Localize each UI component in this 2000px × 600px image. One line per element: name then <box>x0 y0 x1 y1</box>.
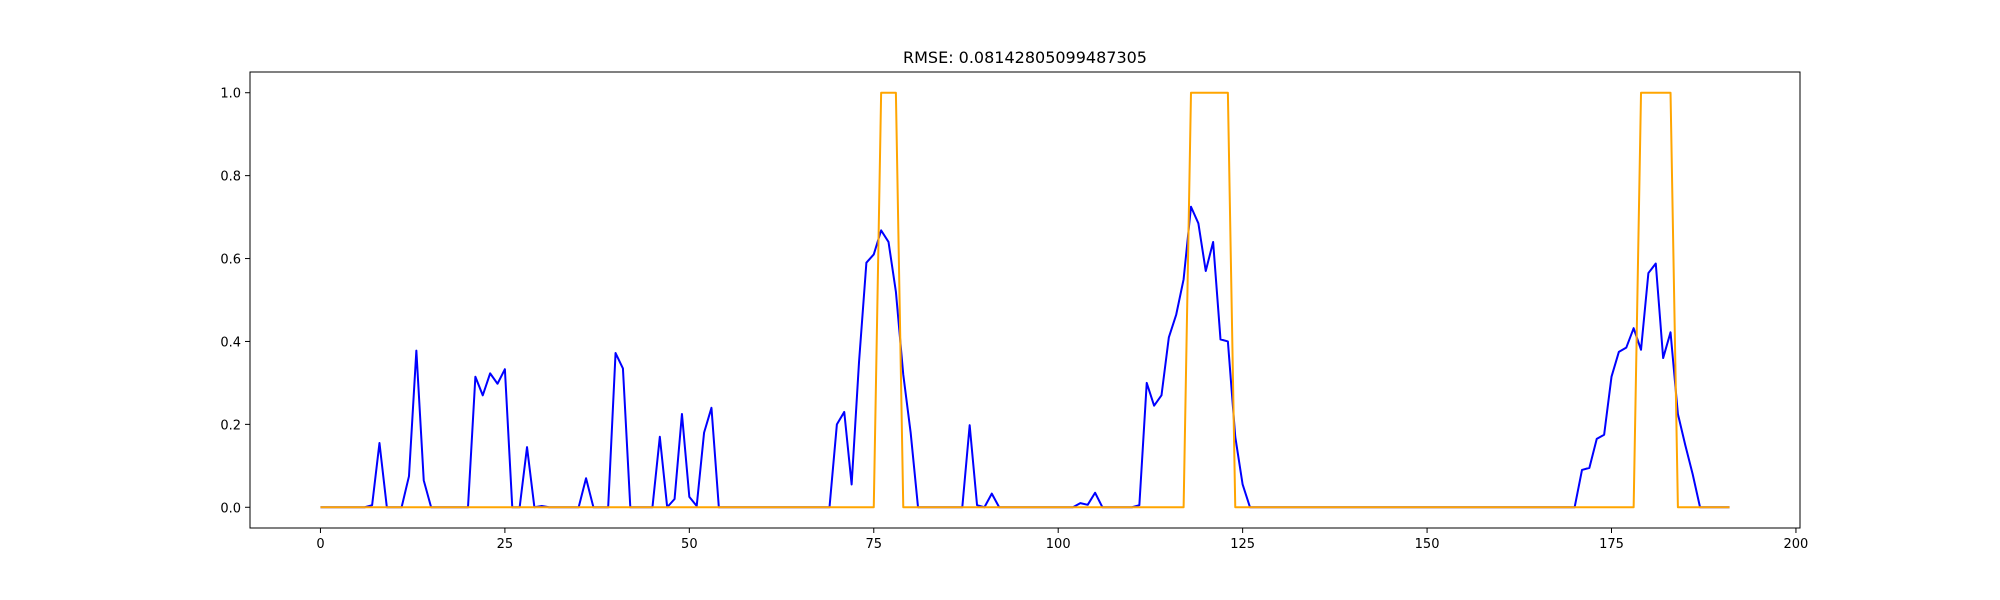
y-tick-label: 0.0 <box>220 501 241 516</box>
tick-layer: 0 25 50 75 100 125 150 175 200 0.0 0.2 0.4 0.6 0.8 1.0 <box>220 87 1808 552</box>
series-layer <box>320 91 1730 509</box>
y-tick-label: 0.4 <box>220 335 241 350</box>
x-tick-label: 100 <box>1046 537 1071 552</box>
y-tick-label: 1.0 <box>220 87 241 102</box>
plot-frame <box>249 71 1801 529</box>
x-tick-label: 125 <box>1230 537 1255 552</box>
x-tick-label: 75 <box>865 537 882 552</box>
x-tick-label: 150 <box>1415 537 1440 552</box>
y-tick-label: 0.2 <box>220 418 241 433</box>
x-tick-label: 175 <box>1599 537 1624 552</box>
x-tick-label: 200 <box>1784 537 1809 552</box>
x-tick-label: 0 <box>316 537 324 552</box>
y-tick-label: 0.8 <box>220 170 241 185</box>
series-line-1 <box>320 91 1730 509</box>
chart-title: RMSE: 0.08142805099487305 <box>903 48 1147 67</box>
y-tick-label: 0.6 <box>220 253 241 268</box>
x-tick-label: 25 <box>497 537 514 552</box>
x-tick-label: 50 <box>681 537 698 552</box>
